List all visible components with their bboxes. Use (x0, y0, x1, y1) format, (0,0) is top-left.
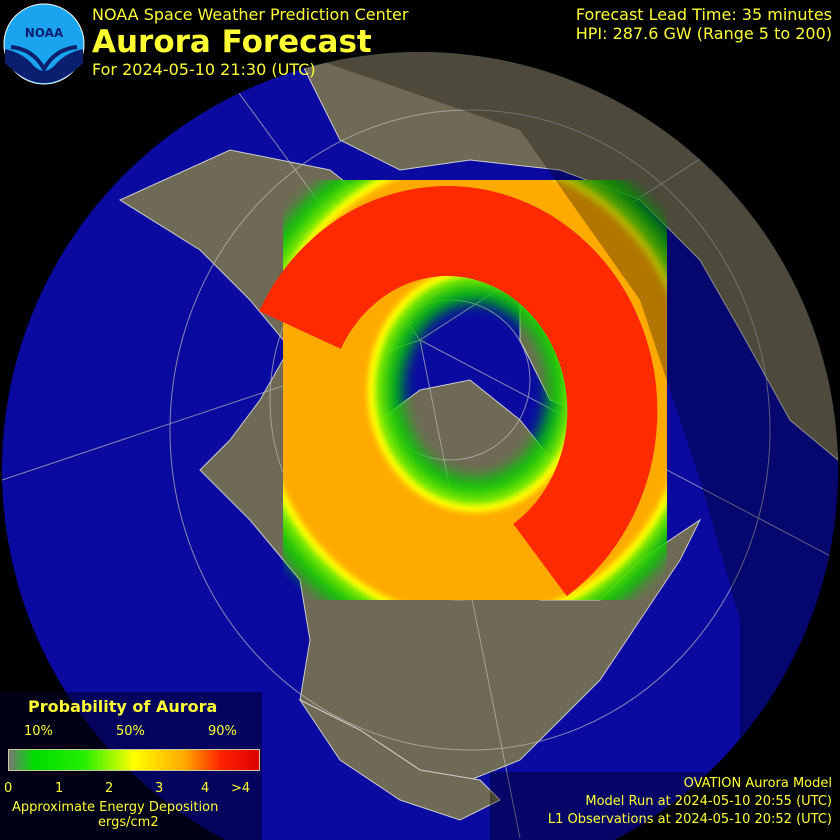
land-mexico (298, 698, 501, 821)
legend-title: Probability of Aurora (28, 697, 218, 716)
legend-percent-50: 50% (116, 724, 145, 739)
energy-tick: 1 (55, 781, 64, 796)
model-run-time: Model Run at 2024-05-10 20:55 (UTC) (585, 794, 832, 809)
energy-tick: 4 (201, 781, 210, 796)
model-info: OVATION Aurora Model Model Run at 2024-0… (490, 772, 840, 840)
noaa-logo: NOAA (3, 3, 85, 85)
energy-label: Approximate Energy Deposition (12, 800, 219, 815)
energy-tick: 0 (4, 781, 13, 796)
night-shade (260, 52, 838, 838)
model-name: OVATION Aurora Model (683, 776, 832, 791)
hemispheric-power-index: HPI: 287.6 GW (Range 5 to 200) (575, 24, 832, 43)
energy-tick: >4 (231, 781, 251, 796)
l1-observation-time: L1 Observations at 2024-05-10 20:52 (UTC… (547, 812, 832, 827)
energy-tick: 3 (155, 781, 164, 796)
energy-units: ergs/cm2 (98, 815, 159, 830)
legend-percent-10: 10% (24, 724, 53, 739)
probability-legend: Probability of Aurora 10% 50% 90% 0 1 2 … (0, 692, 262, 840)
svg-text:NOAA: NOAA (25, 26, 64, 40)
energy-tick: 2 (105, 781, 114, 796)
page-title: Aurora Forecast (92, 24, 372, 60)
lead-time: Forecast Lead Time: 35 minutes (575, 5, 832, 24)
legend-percent-90: 90% (208, 724, 237, 739)
organization-name: NOAA Space Weather Prediction Center (92, 5, 409, 24)
forecast-time: For 2024-05-10 21:30 (UTC) (92, 60, 316, 79)
aurora-oval (227, 127, 723, 653)
legend-color-bar (8, 749, 260, 771)
